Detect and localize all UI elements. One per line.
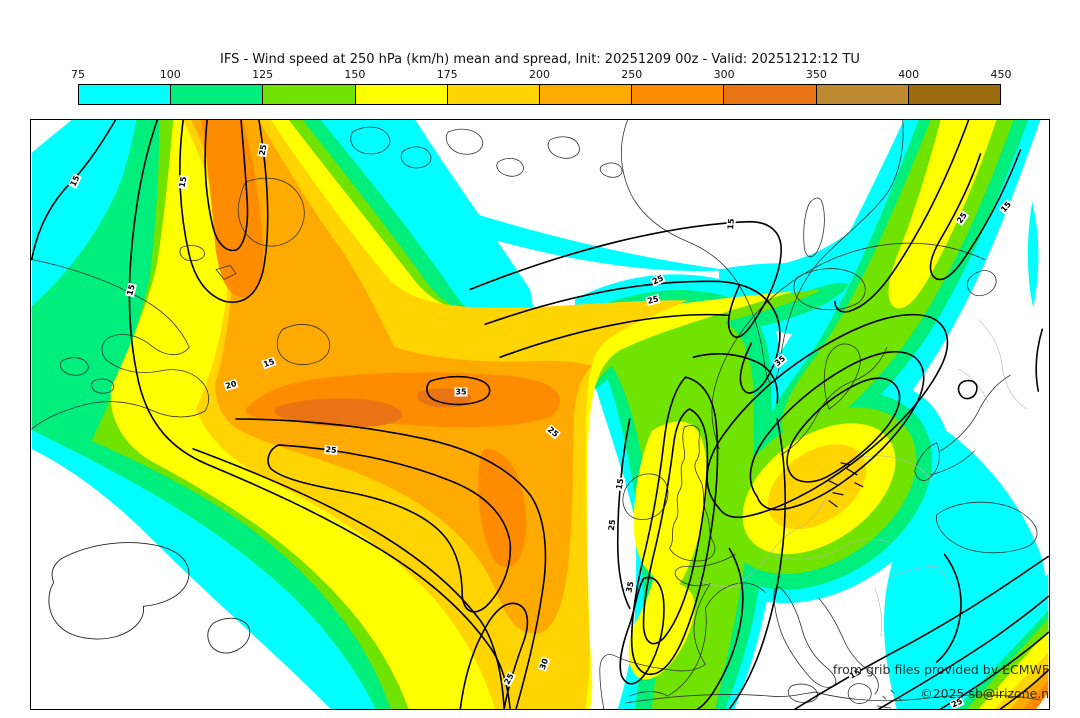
wind-speed-fill-bands (31, 120, 1049, 709)
coastline-black-sea (936, 501, 1038, 554)
colorbar-tick: 100 (159, 68, 181, 81)
coastline-lakes (60, 357, 115, 394)
coastline-italy (773, 586, 837, 703)
colorbar (78, 84, 1001, 105)
colorbar-tick: 450 (990, 68, 1012, 81)
colorbar-tick: 400 (898, 68, 920, 81)
chart-title: IFS - Wind speed at 250 hPa (km/h) mean … (220, 52, 860, 67)
colorbar-segment (540, 85, 633, 104)
colorbar-segment (816, 85, 909, 104)
colorbar-tick: 250 (621, 68, 643, 81)
colorbar-segment (355, 85, 448, 104)
coastline-france-iberia (599, 554, 736, 709)
colorbar-wrap: 75 100 125 150 175 200 250 300 350 400 450 (71, 68, 1012, 105)
weather-map (31, 120, 1049, 709)
thin-contours-southwest (48, 542, 251, 654)
coastline-balkans-greece (818, 597, 903, 709)
colorbar-segment (632, 85, 725, 104)
coastlines (31, 120, 1041, 709)
coastline-iceland (793, 268, 866, 311)
coastline-ireland (622, 473, 669, 520)
colorbar-segment (724, 85, 817, 104)
colorbar-segment (171, 85, 264, 104)
colorbar-tick: 125 (252, 68, 274, 81)
colorbar-tick: 150 (344, 68, 366, 81)
colorbar-tick: 200 (529, 68, 550, 81)
colorbar-tick: 175 (436, 68, 458, 81)
colorbar-ticks: 75 100 125 150 175 200 250 300 350 400 450 (71, 68, 1012, 82)
coastline-denmark-baltic (914, 374, 1011, 481)
colorbar-tick: 300 (713, 68, 735, 81)
colorbar-segment (908, 85, 1001, 104)
coastline-spain-south (629, 582, 766, 697)
attribution-source: from grib files provided by ECMWF (832, 662, 1050, 677)
coastline-great-britain (669, 425, 716, 562)
attribution-copyright: ©2025 sb@irizone.net (920, 686, 1050, 701)
political-borders (697, 319, 1027, 637)
colorbar-tick: 75 (71, 68, 85, 81)
map-panel: 15 15 25 15 15 20 25 35 25 15 25 35 30 25 15 25 25 35 25 15… (30, 119, 1050, 710)
colorbar-tick: 350 (805, 68, 827, 81)
colorbar-segment (447, 85, 541, 104)
colorbar-segment (79, 85, 172, 104)
coastline-arctic-islands (350, 126, 623, 178)
colorbar-segment (263, 85, 356, 104)
coastline-north-africa (625, 691, 1041, 704)
